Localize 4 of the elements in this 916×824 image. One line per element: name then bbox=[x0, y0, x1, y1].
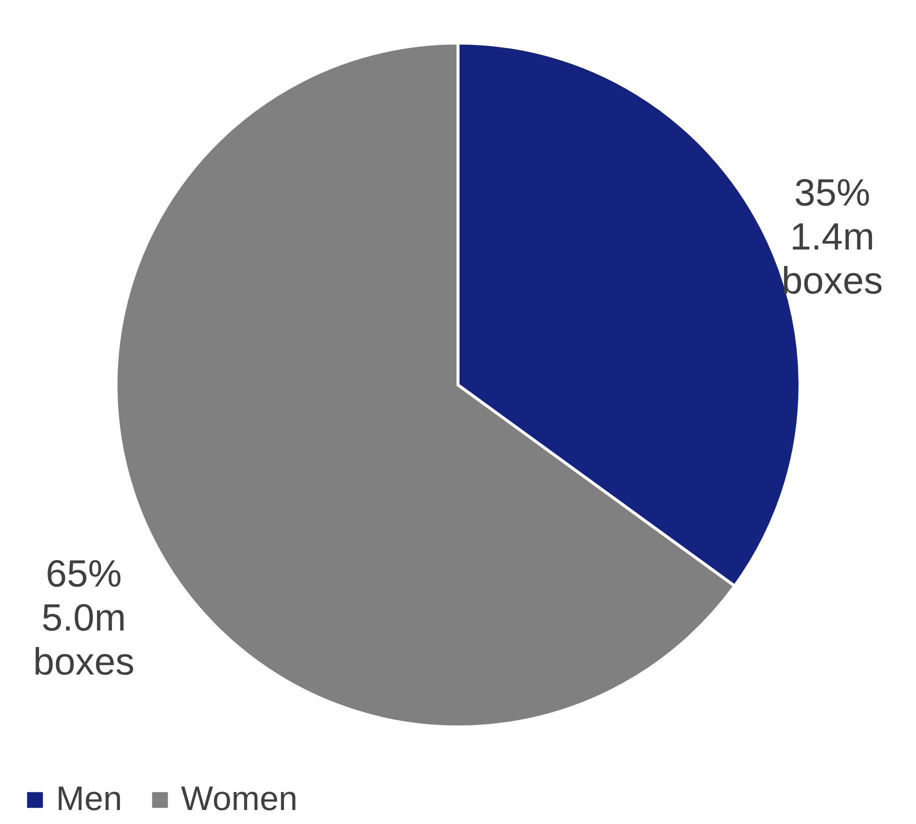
legend-label: Men bbox=[56, 780, 122, 818]
data-label: 35% 1.4m boxes bbox=[782, 172, 883, 302]
data-label: 65% 5.0m boxes bbox=[33, 554, 134, 684]
legend-label: Women bbox=[181, 780, 298, 818]
